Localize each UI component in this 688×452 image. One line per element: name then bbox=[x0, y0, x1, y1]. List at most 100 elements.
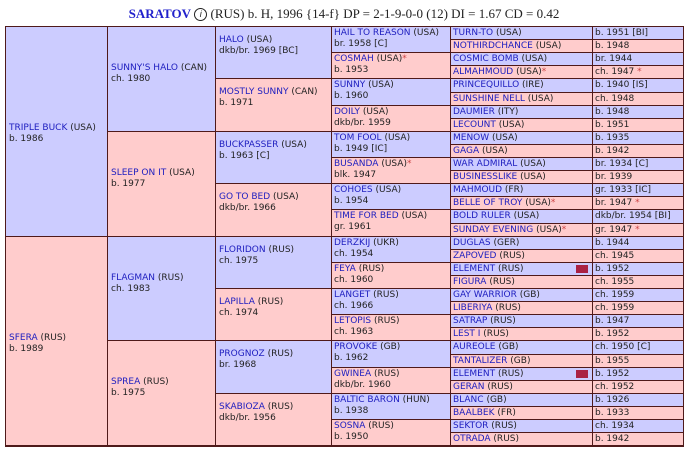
horse-link[interactable]: SOSNA bbox=[334, 421, 366, 431]
horse-link[interactable]: ELEMENT bbox=[453, 264, 496, 274]
horse-link[interactable]: BAALBEK bbox=[453, 408, 495, 418]
horse-link[interactable]: LECOUNT bbox=[453, 120, 496, 130]
horse-link[interactable]: COSMIC BOMB bbox=[453, 54, 519, 64]
horse-link[interactable]: GERAN bbox=[453, 382, 485, 392]
horse-origin: (RUS) bbox=[495, 369, 524, 379]
horse-info: ch. 1947 bbox=[595, 67, 635, 77]
horse-link[interactable]: COHOES bbox=[334, 185, 373, 195]
pedigree-cell-gen5-info: ch. 1934 bbox=[593, 420, 683, 432]
horse-link[interactable]: AUREOLE bbox=[453, 342, 496, 352]
pedigree-cell-gen5: DUGLAS (GER) bbox=[451, 237, 592, 249]
horse-origin: (HUN) bbox=[399, 395, 430, 405]
horse-link[interactable]: TOM FOOL bbox=[334, 133, 382, 143]
horse-link[interactable]: HAIL TO REASON bbox=[334, 28, 411, 38]
horse-link[interactable]: BLANC bbox=[453, 395, 484, 405]
pedigree-cell-gen2: SLEEP ON IT (USA) b. 1977 bbox=[108, 132, 215, 236]
horse-link[interactable]: BUCKPASSER bbox=[219, 140, 279, 150]
pedigree-cell-gen5-info: ch. 1948 bbox=[593, 93, 683, 105]
horse-name-line: SLEEP ON IT (USA) bbox=[111, 168, 213, 179]
horse-link[interactable]: MENOW bbox=[453, 133, 490, 143]
horse-link[interactable]: HALO bbox=[219, 35, 244, 45]
horse-link[interactable]: LANGET bbox=[334, 290, 371, 300]
info-icon[interactable]: i bbox=[194, 8, 208, 21]
horse-name-line: TRIPLE BUCK (USA) bbox=[9, 123, 105, 134]
horse-link[interactable]: FLORIDON bbox=[219, 245, 266, 255]
horse-info: dkb/br. 1966 bbox=[219, 203, 276, 213]
horse-link[interactable]: MOSTLY SUNNY bbox=[219, 87, 289, 97]
horse-link[interactable]: GAY WARRIOR bbox=[453, 290, 517, 300]
horse-link[interactable]: FLAGMAN bbox=[111, 273, 156, 283]
horse-link[interactable]: LETOPIS bbox=[334, 316, 372, 326]
horse-link[interactable]: LEST I bbox=[453, 329, 481, 339]
horse-link[interactable]: SKABIOZA bbox=[219, 402, 265, 412]
horse-link[interactable]: SUNSHINE NELL bbox=[453, 94, 525, 104]
horse-origin: (USA) bbox=[522, 198, 551, 208]
inbreeding-star: * bbox=[632, 198, 640, 208]
horse-link[interactable]: COSMAH bbox=[334, 54, 374, 64]
horse-name-line: FEYA (RUS) bbox=[334, 264, 448, 275]
horse-link[interactable]: BUSANDA bbox=[334, 159, 379, 169]
horse-link[interactable]: FEYA bbox=[334, 264, 356, 274]
horse-link[interactable]: SATRAP bbox=[453, 316, 488, 326]
horse-info: b. 1949 [IC] bbox=[334, 144, 388, 154]
horse-link[interactable]: BALTIC BARON bbox=[334, 395, 400, 405]
horse-link[interactable]: WAR ADMIRAL bbox=[453, 159, 518, 169]
horse-name-link[interactable]: SARATOV bbox=[128, 6, 191, 21]
horse-name-line: DERZKIJ (UKR) bbox=[334, 238, 448, 249]
horse-link[interactable]: SFERA bbox=[9, 333, 38, 343]
horse-link[interactable]: SLEEP ON IT bbox=[111, 168, 167, 178]
pedigree-cell-gen3: PROGNOZ (RUS) br. 1968 bbox=[216, 341, 331, 393]
horse-link[interactable]: ALMAHMOUD bbox=[453, 67, 514, 77]
horse-info: ch. 1963 bbox=[334, 327, 374, 337]
horse-link[interactable]: NOTHIRDCHANCE bbox=[453, 41, 533, 51]
horse-link[interactable]: DOILY bbox=[334, 107, 360, 117]
horse-link[interactable]: TIME FOR BED bbox=[334, 211, 399, 221]
horse-origin: (USA) bbox=[166, 168, 195, 178]
horse-link[interactable]: BELLE OF TROY bbox=[453, 198, 523, 208]
horse-link[interactable]: PRINCEQUILLO bbox=[453, 80, 520, 90]
horse-link[interactable]: MAHMOUD bbox=[453, 185, 503, 195]
horse-link[interactable]: SPREA bbox=[111, 377, 141, 387]
horse-link[interactable]: TANTALIZER bbox=[453, 356, 508, 366]
pedigree-cell-gen5-info: ch. 1959 bbox=[593, 302, 683, 314]
pedigree-cell-gen5: COSMIC BOMB (USA) bbox=[451, 53, 592, 65]
horse-name-line: GWINEA (RUS) bbox=[334, 369, 448, 380]
horse-link[interactable]: ZAPOVED bbox=[453, 251, 497, 261]
horse-link[interactable]: FIGURA bbox=[453, 277, 487, 287]
horse-name-line: SOSNA (RUS) bbox=[334, 421, 448, 432]
horse-link[interactable]: LAPILLA bbox=[219, 297, 255, 307]
horse-name-line: BALTIC BARON (HUN) bbox=[334, 395, 448, 406]
horse-link[interactable]: LIBERIYA bbox=[453, 303, 493, 313]
horse-link[interactable]: GAGA bbox=[453, 146, 480, 156]
horse-link[interactable]: SUNDAY EVENING bbox=[453, 225, 534, 235]
horse-origin: (FR) bbox=[502, 185, 524, 195]
horse-link[interactable]: TURN-TO bbox=[453, 28, 494, 38]
horse-link[interactable]: TRIPLE BUCK bbox=[9, 123, 68, 133]
pedigree-cell-gen4: SUNNY (USA) b. 1960 bbox=[332, 79, 450, 105]
horse-link[interactable]: OTRADA bbox=[453, 434, 491, 444]
horse-link[interactable]: SUNNY bbox=[334, 80, 366, 90]
horse-link[interactable]: ELEMENT bbox=[453, 369, 496, 379]
horse-info: b. 1948 bbox=[595, 41, 630, 51]
horse-link[interactable]: DUGLAS bbox=[453, 238, 491, 248]
horse-link[interactable]: DERZKIJ bbox=[334, 238, 371, 248]
horse-info: b. 1940 [IS] bbox=[595, 80, 648, 90]
horse-info: b. 1944 bbox=[595, 238, 630, 248]
horse-link[interactable]: SEKTOR bbox=[453, 421, 489, 431]
horse-info: b. 1948 bbox=[595, 107, 630, 117]
horse-link[interactable]: GO TO BED bbox=[219, 192, 271, 202]
horse-link[interactable]: BOLD RULER bbox=[453, 211, 511, 221]
horse-link[interactable]: DAUMIER bbox=[453, 107, 495, 117]
pedigree-cell-gen4: TOM FOOL (USA) b. 1949 [IC] bbox=[332, 132, 450, 157]
pedigree-cell-gen4: BUSANDA (USA)* blk. 1947 bbox=[332, 158, 450, 183]
horse-origin: (USA) bbox=[517, 159, 546, 169]
horse-link[interactable]: GWINEA bbox=[334, 369, 372, 379]
horse-link[interactable]: PROVOKE bbox=[334, 342, 378, 352]
horse-link[interactable]: BUSINESSLIKE bbox=[453, 172, 518, 182]
pedigree-cell-gen5: SUNDAY EVENING (USA)* bbox=[451, 224, 592, 236]
horse-origin: (USA) bbox=[398, 211, 428, 221]
page-title: SARATOV i (RUS) b. H, 1996 {14-f} DP = 2… bbox=[0, 6, 688, 22]
horse-link[interactable]: SUNNY'S HALO bbox=[111, 63, 179, 73]
horse-origin: (RUS) bbox=[495, 264, 524, 274]
horse-link[interactable]: PROGNOZ bbox=[219, 349, 265, 359]
